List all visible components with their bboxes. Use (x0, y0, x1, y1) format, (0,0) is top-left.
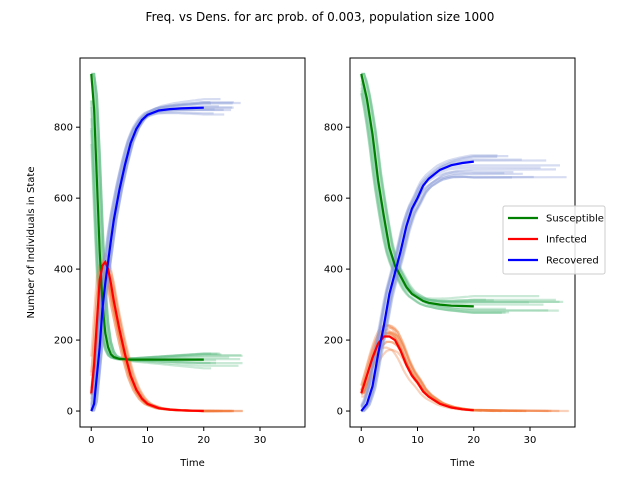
right-series-recovered (360, 160, 474, 412)
right-replicate-susceptible (360, 73, 544, 306)
left-replicate-recovered (90, 100, 211, 407)
left-series-susceptible (90, 73, 204, 361)
left-replicate-recovered (90, 108, 215, 412)
legend: Susceptible Infected Recovered (502, 205, 606, 275)
right-replicate-recovered (360, 154, 498, 407)
left-y-tick-label: 200 (54, 336, 73, 347)
left-x-tick-label: 30 (254, 435, 267, 446)
left-series-recovered (90, 106, 204, 412)
left-replicate-susceptible (91, 72, 212, 360)
right-replicate-susceptible (360, 92, 540, 300)
legend-box (502, 205, 606, 275)
right-replicate-infected (361, 348, 549, 413)
right-replicate-recovered (361, 172, 523, 413)
left-series (90, 73, 204, 413)
left-replicate-susceptible (91, 72, 222, 360)
left-plot-frame (79, 57, 306, 428)
right-replicate-infected (360, 346, 569, 413)
right-x-tick-label: 0 (358, 435, 364, 446)
left-replicate-susceptible (90, 100, 243, 360)
right-y-tick-label: 200 (324, 336, 343, 347)
right-panel: 0 10 20 30 0 200 400 600 800 Time (324, 57, 576, 469)
left-y-tick-label: 400 (54, 265, 73, 276)
right-series-susceptible (360, 73, 474, 308)
right-replicate-susceptible (360, 90, 506, 314)
legend-entries: Susceptible Infected Recovered (508, 214, 604, 267)
left-replicate-recovered (90, 98, 221, 413)
left-y-tick-label: 800 (54, 123, 73, 134)
right-replicate-infected (360, 331, 552, 413)
left-replicate-susceptible (90, 143, 212, 370)
left-x-ticks: 0 10 20 30 (88, 427, 266, 446)
left-replicate-recovered (90, 102, 211, 395)
left-replicate-susceptible (91, 72, 243, 365)
right-x-tick-label: 30 (524, 435, 537, 446)
left-y-tick-label: 600 (54, 194, 73, 205)
left-panel: 0 10 20 30 0 200 400 600 800 Time Number of Ind… (26, 57, 306, 469)
legend-label-susceptible: Susceptible (546, 214, 604, 225)
right-replicate-infected (361, 332, 527, 413)
right-replicate-susceptible (361, 72, 560, 304)
right-replicate-susceptible (360, 79, 494, 303)
right-y-tick-label: 600 (324, 194, 343, 205)
right-y-tick-label: 400 (324, 265, 343, 276)
right-x-axis-label: Time (449, 458, 474, 469)
left-replicate-susceptible (90, 130, 242, 360)
left-y-tick-label: 0 (67, 407, 73, 418)
right-x-ticks: 0 10 20 30 (358, 427, 536, 446)
right-y-tick-label: 800 (324, 123, 343, 134)
left-replicate-susceptible (90, 73, 216, 365)
right-replicate-susceptible (360, 87, 502, 314)
left-x-tick-label: 0 (88, 435, 94, 446)
right-replicate-recovered (360, 158, 522, 408)
right-replicate-recovered (360, 164, 560, 406)
right-replicate-recovered (360, 166, 541, 408)
left-y-axis-label: Number of Individuals in State (26, 166, 37, 318)
left-series-infected (90, 259, 204, 413)
right-replicate-recovered (361, 168, 557, 413)
right-series-infected (360, 335, 474, 412)
right-x-tick-label: 20 (467, 435, 480, 446)
left-x-axis-label: Time (179, 458, 204, 469)
right-x-tick-label: 10 (411, 435, 424, 446)
legend-label-infected: Infected (546, 235, 587, 246)
right-replicate-recovered (360, 170, 514, 407)
right-replicate-susceptible (361, 72, 529, 304)
chart-title: Freq. vs Dens. for arc prob. of 0.003, p… (146, 10, 495, 24)
left-replicate-susceptible (90, 118, 211, 365)
left-replicate-susceptible (90, 100, 239, 367)
right-y-ticks: 0 200 400 600 800 (324, 123, 350, 418)
left-y-ticks: 0 200 400 600 800 (54, 123, 80, 418)
right-replicate-recovered (360, 175, 534, 413)
right-replicate-recovered (360, 175, 567, 412)
left-x-tick-label: 10 (141, 435, 154, 446)
right-replicate-infected (361, 327, 560, 413)
left-replicate-infected (90, 252, 243, 413)
right-replicate-susceptible (360, 93, 509, 314)
right-y-tick-label: 0 (337, 407, 343, 418)
legend-label-recovered: Recovered (546, 256, 599, 267)
left-replicate-susceptible (90, 106, 218, 360)
left-replicate-susceptible (91, 72, 220, 360)
right-series (360, 73, 474, 412)
left-x-tick-label: 20 (197, 435, 210, 446)
